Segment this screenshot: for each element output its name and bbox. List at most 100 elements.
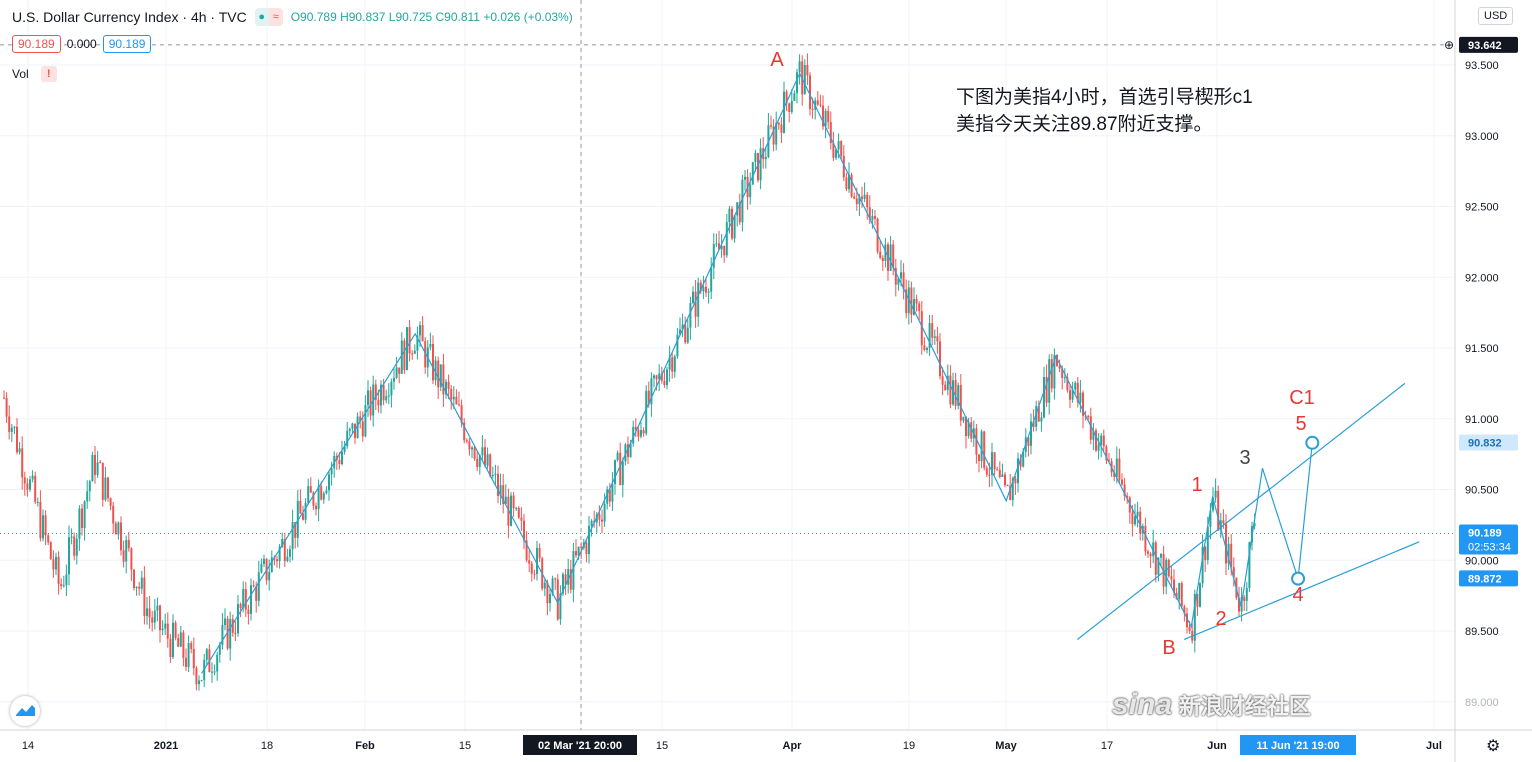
x-tick-label: 18 [261, 740, 273, 752]
candle-body [650, 378, 653, 405]
candle-body [166, 623, 169, 639]
candle-body [1139, 511, 1142, 534]
candle-body [585, 542, 588, 554]
currency-button[interactable]: USD [1478, 7, 1514, 25]
candle-body [959, 385, 962, 421]
candle-body [133, 569, 135, 589]
candle-body [962, 416, 965, 421]
candle-body [68, 537, 70, 575]
candle-body [738, 202, 741, 223]
candle-body [832, 143, 835, 158]
candle-body [970, 422, 973, 439]
candle-body [983, 431, 986, 468]
candle-body [816, 100, 819, 105]
candle-body [62, 585, 65, 587]
sell-price-box[interactable]: 90.189 [12, 35, 61, 53]
candle-body [1074, 382, 1077, 390]
delayed-data-icon: ≈ [268, 8, 283, 26]
add-alert-icon: ⊕ [1444, 38, 1454, 52]
candle-body [478, 455, 481, 467]
candle-body [642, 430, 645, 434]
candle-body [252, 585, 255, 587]
candle-body [390, 381, 393, 396]
candle-body [655, 375, 658, 380]
candle-body [419, 325, 421, 336]
candle-body [1048, 359, 1051, 403]
candle-body [127, 540, 130, 549]
candle-body [1144, 525, 1147, 552]
candle-body [447, 381, 450, 389]
candle-body [413, 350, 416, 354]
buy-price-box[interactable]: 90.189 [102, 35, 152, 53]
candle-body [725, 222, 728, 256]
wave-label-4: 4 [1292, 584, 1303, 606]
x-tick-label: 15 [656, 740, 668, 752]
candle-body [278, 546, 281, 562]
candle-body [1230, 543, 1233, 568]
symbol-title[interactable]: U.S. Dollar Currency Index · 4h · TVC [12, 9, 247, 25]
x-tick-label: 15 [459, 740, 471, 752]
candle-body [291, 522, 294, 550]
grid [0, 0, 1455, 730]
candle-body [853, 196, 856, 199]
y-tick-label: 89.500 [1465, 626, 1499, 638]
candle-body [543, 582, 546, 589]
candle-body [192, 648, 195, 669]
candle-body [645, 390, 648, 434]
candle-body [1206, 526, 1209, 560]
candle-body [8, 416, 11, 432]
candle-body [952, 380, 954, 405]
candle-body [359, 416, 362, 422]
candle-body [377, 399, 380, 406]
candle-body [21, 448, 24, 478]
wedge-lower-line [1183, 541, 1420, 641]
candle-body [1001, 474, 1004, 477]
candle-body [1201, 546, 1204, 584]
candle-body [224, 618, 226, 626]
candle-body [785, 91, 788, 104]
candle-body [1149, 553, 1152, 557]
candle-body [946, 375, 949, 391]
volume-indicator[interactable]: Vol ! [12, 66, 57, 82]
candle-body [1030, 421, 1032, 446]
candle-body [1058, 366, 1061, 369]
candle-body [1087, 415, 1090, 417]
candle-body [666, 369, 668, 386]
candle-body [889, 244, 892, 271]
candle-body [941, 376, 944, 385]
candle-body [668, 357, 671, 370]
candle-body [998, 469, 1001, 477]
candle-body [936, 336, 939, 342]
candle-body [681, 324, 684, 330]
candle-body [1147, 551, 1149, 554]
candle-body [780, 124, 783, 133]
candle-body [897, 278, 900, 285]
market-status-pill[interactable]: ● ≈ [254, 8, 283, 26]
candle-body [494, 473, 497, 475]
candle-body [455, 396, 458, 405]
candle-body [1100, 435, 1103, 445]
candle-body [112, 505, 115, 524]
candle-body [1066, 377, 1069, 391]
candle-body [957, 385, 960, 406]
candle-body [312, 492, 315, 506]
candle-body [744, 176, 746, 180]
price-tag-solid [1459, 570, 1518, 587]
candle-body [715, 243, 718, 245]
x-tick-label: 14 [22, 740, 34, 752]
candle-body [153, 610, 156, 623]
candle-body [1076, 382, 1079, 403]
candle-body [653, 375, 655, 379]
candle-body [307, 486, 310, 503]
warning-icon[interactable]: ! [40, 66, 57, 82]
candle-body [1222, 520, 1225, 524]
candle-body [364, 405, 367, 437]
tradingview-logo-icon[interactable] [10, 696, 40, 726]
candle-body [819, 104, 822, 106]
wave-label-5: 5 [1295, 413, 1306, 435]
candle-body [598, 514, 601, 520]
settings-gear-icon[interactable]: ⚙ [1486, 738, 1501, 755]
candle-body [1154, 542, 1157, 575]
candle-body [120, 522, 122, 551]
